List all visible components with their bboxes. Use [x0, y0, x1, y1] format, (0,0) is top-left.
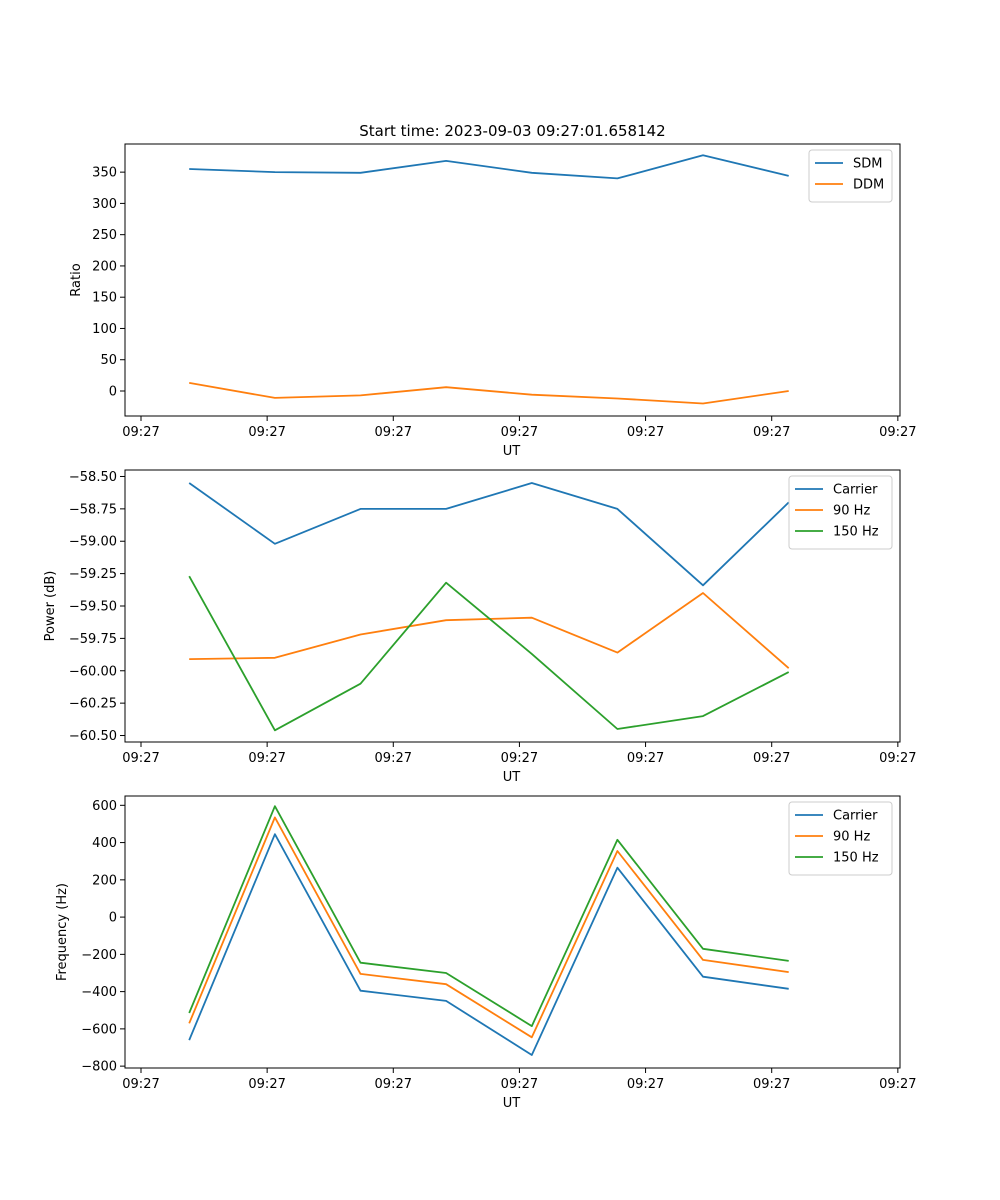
- x-tick-label: 09:27: [627, 425, 664, 440]
- y-tick-label: −60.50: [69, 729, 117, 744]
- y-tick-label: 350: [92, 166, 117, 181]
- x-axis-label: UT: [503, 1096, 521, 1111]
- legend: Carrier 90 Hz 150 Hz: [788, 801, 893, 876]
- series-line-carrier: [188, 833, 789, 1056]
- y-tick-label: −800: [81, 1060, 117, 1075]
- y-axis-label: Frequency (Hz): [55, 883, 70, 981]
- y-tick-label: −400: [81, 985, 117, 1000]
- y-tick-label: −59.00: [69, 535, 117, 550]
- x-tick-label: 09:27: [375, 425, 412, 440]
- legend: Carrier 90 Hz 150 Hz: [788, 475, 893, 550]
- y-axis-label: Ratio: [69, 263, 84, 296]
- x-tick-label: 09:27: [501, 1077, 538, 1092]
- y-tick-label: 400: [92, 836, 117, 851]
- series-line-150-hz: [188, 805, 789, 1027]
- y-tick-label: 600: [92, 799, 117, 814]
- x-tick-label: 09:27: [501, 751, 538, 766]
- x-tick-label: 09:27: [879, 1077, 916, 1092]
- x-tick-label: 09:27: [879, 425, 916, 440]
- series-line-150-hz: [188, 575, 790, 732]
- y-tick-label: 200: [92, 873, 117, 888]
- y-tick-label: 150: [92, 291, 117, 306]
- y-axis-label: Power (dB): [43, 571, 58, 642]
- x-tick-label: 09:27: [248, 1077, 285, 1092]
- chart-panel-1: Start time: 2023-09-03 09:27:01.658142 0 5…: [69, 122, 917, 459]
- x-tick-label: 09:27: [753, 1077, 790, 1092]
- x-tick-label: 09:27: [375, 751, 412, 766]
- y-tick-label: −59.25: [69, 567, 117, 582]
- x-tick-label: 09:27: [753, 425, 790, 440]
- legend-label: Carrier: [833, 809, 878, 824]
- x-axis-label: UT: [503, 770, 521, 785]
- x-tick-label: 09:27: [375, 1077, 412, 1092]
- y-tick-label: −60.00: [69, 664, 117, 679]
- y-tick-label: 0: [109, 384, 117, 399]
- series-line-ddm: [189, 382, 789, 405]
- x-tick-label: 09:27: [627, 1077, 664, 1092]
- y-tick-label: 50: [100, 353, 117, 368]
- plot-area-frame: [124, 143, 901, 417]
- x-axis-label: UT: [503, 444, 521, 459]
- legend: SDM DDM: [808, 149, 893, 203]
- plot-area-frame: [124, 795, 901, 1069]
- y-tick-label: 100: [92, 322, 117, 337]
- y-tick-label: 250: [92, 228, 117, 243]
- charts-container: Start time: 2023-09-03 09:27:01.658142 0 5…: [43, 122, 917, 1111]
- chart-panel-2: −60.50 −60.25 −60.00 −59.75 −59.50 −59.25 −59.…: [43, 469, 917, 785]
- y-tick-label: −600: [81, 1022, 117, 1037]
- x-tick-label: 09:27: [122, 751, 159, 766]
- x-tick-label: 09:27: [879, 751, 916, 766]
- x-tick-label: 09:27: [501, 425, 538, 440]
- legend-label: 90 Hz: [833, 504, 870, 519]
- x-tick-label: 09:27: [122, 1077, 159, 1092]
- y-tick-label: −200: [81, 948, 117, 963]
- legend-label: SDM: [853, 157, 882, 172]
- series-line-sdm: [189, 154, 789, 180]
- y-tick-label: −58.75: [69, 502, 117, 517]
- y-tick-label: 300: [92, 197, 117, 212]
- x-tick-label: 09:27: [122, 425, 159, 440]
- y-tick-label: 0: [109, 911, 117, 926]
- series-line-carrier: [188, 482, 790, 587]
- y-tick-label: −59.50: [69, 600, 117, 615]
- x-tick-label: 09:27: [248, 751, 285, 766]
- series-line-90-hz: [188, 816, 789, 1039]
- legend-label: DDM: [853, 178, 884, 193]
- y-tick-label: −59.75: [69, 632, 117, 647]
- x-tick-label: 09:27: [248, 425, 285, 440]
- legend-label: 150 Hz: [833, 851, 879, 866]
- y-tick-label: −58.50: [69, 470, 117, 485]
- x-tick-label: 09:27: [627, 751, 664, 766]
- legend-label: 90 Hz: [833, 830, 870, 845]
- chart-panel-3: −800 −600 −400 −200 0 200 400 600 09:27 09:27 09:2…: [55, 795, 917, 1111]
- y-tick-label: 200: [92, 259, 117, 274]
- legend-label: 150 Hz: [833, 525, 879, 540]
- y-tick-label: −60.25: [69, 697, 117, 712]
- x-tick-label: 09:27: [753, 751, 790, 766]
- chart-title: Start time: 2023-09-03 09:27:01.658142: [359, 122, 665, 140]
- legend-label: Carrier: [833, 483, 878, 498]
